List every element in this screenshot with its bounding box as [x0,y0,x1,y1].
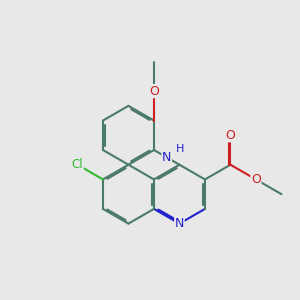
Text: N: N [162,151,171,164]
Text: H: H [176,144,184,154]
Text: Cl: Cl [72,158,83,171]
Text: O: O [251,173,261,186]
Text: N: N [175,217,184,230]
Text: O: O [226,129,236,142]
Text: O: O [149,85,159,98]
